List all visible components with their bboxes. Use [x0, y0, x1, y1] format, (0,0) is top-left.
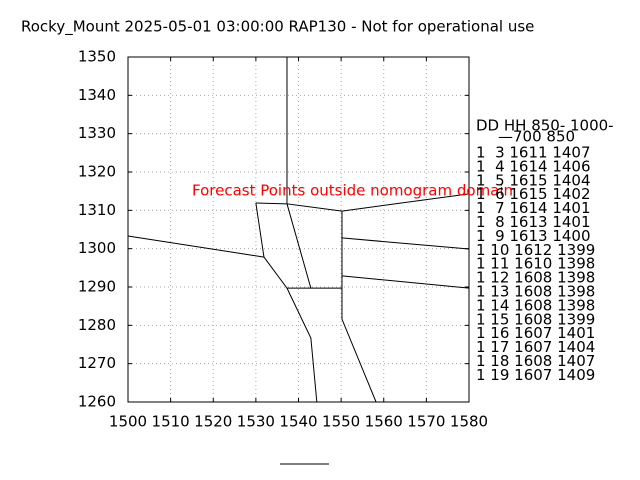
- table-row: 1 7 1614 1401: [476, 199, 591, 217]
- y-tick-label: 1270: [78, 354, 116, 372]
- table-row: 1 13 1608 1398: [476, 283, 595, 301]
- table-row: 1 16 1607 1401: [476, 324, 595, 342]
- nomogram-line: [341, 211, 377, 403]
- table-row: 1 12 1608 1398: [476, 269, 595, 287]
- nomogram-line: [286, 287, 318, 403]
- table-row: 1 19 1607 1409: [476, 366, 595, 384]
- nomogram-line: [341, 275, 470, 289]
- chart-title: Rocky_Mount 2025-05-01 03:00:00 RAP130 -…: [21, 18, 534, 37]
- table-header: —700 850: [498, 128, 575, 146]
- table-row: 1 9 1613 1400: [476, 227, 591, 245]
- y-tick-label: 1330: [78, 124, 116, 142]
- table-row: 1 10 1612 1399: [476, 241, 595, 259]
- annotation: Forecast Points outside nomogram domain: [192, 182, 513, 200]
- y-tick-label: 1280: [78, 316, 116, 334]
- nomogram-line: [286, 57, 470, 212]
- table-row: 1 6 1615 1402: [476, 185, 591, 203]
- nomogram-line: [286, 203, 312, 289]
- y-tick-label: 1350: [78, 48, 116, 66]
- y-tick-label: 1300: [78, 239, 116, 257]
- table-row: 1 5 1615 1404: [476, 171, 591, 189]
- nomogram-line: [341, 237, 470, 250]
- table-row: 1 3 1611 1407: [476, 144, 591, 162]
- x-tick-label: 1570: [407, 413, 445, 431]
- table-row: 1 15 1608 1399: [476, 310, 595, 328]
- table-row: 1 11 1610 1398: [476, 255, 595, 273]
- y-tick-label: 1320: [78, 163, 116, 181]
- table-row: 1 8 1613 1401: [476, 213, 591, 231]
- x-tick-label: 1520: [194, 413, 232, 431]
- table-row: 1 4 1614 1406: [476, 157, 591, 175]
- y-tick-label: 1260: [78, 393, 116, 411]
- plot-frame: [127, 56, 470, 403]
- x-tick-label: 1530: [237, 413, 275, 431]
- x-tick-label: 1510: [152, 413, 190, 431]
- table-header: DD HH 850- 1000-: [476, 117, 614, 135]
- table-row: 1 14 1608 1398: [476, 296, 595, 314]
- x-tick-label: 1580: [450, 413, 488, 431]
- table-row: 1 17 1607 1404: [476, 338, 595, 356]
- x-tick-label: 1540: [279, 413, 317, 431]
- table-row: 1 18 1608 1407: [476, 352, 595, 370]
- x-tick-label: 1550: [322, 413, 360, 431]
- x-tick-label: 1560: [365, 413, 403, 431]
- y-tick-label: 1290: [78, 278, 116, 296]
- x-tick-label: 1500: [109, 413, 147, 431]
- y-tick-label: 1310: [78, 201, 116, 219]
- y-tick-label: 1340: [78, 86, 116, 104]
- nomogram-line: [255, 202, 288, 205]
